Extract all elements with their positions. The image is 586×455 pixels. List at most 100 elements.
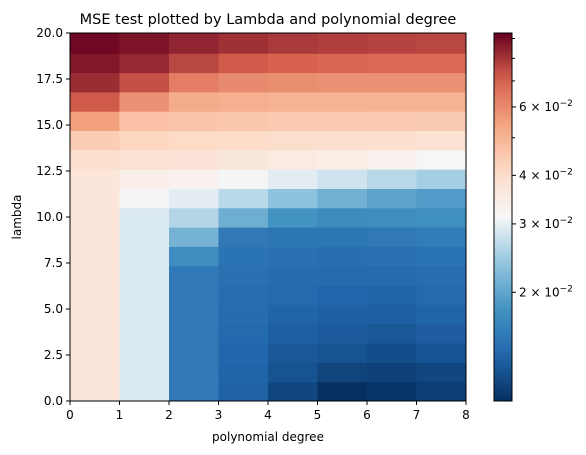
- heatmap-cell: [70, 362, 120, 383]
- heatmap-cell: [218, 227, 269, 247]
- heatmap-cell: [119, 53, 170, 74]
- heatmap-cell: [367, 343, 417, 363]
- heatmap-cell: [218, 53, 269, 74]
- heatmap-cell: [70, 227, 120, 247]
- heatmap-cell: [367, 53, 417, 74]
- heatmap-cell: [367, 227, 417, 247]
- heatmap-cell: [317, 265, 368, 286]
- heatmap-cell: [169, 343, 219, 363]
- colorbar-tick-label: 3 × 10−2: [519, 216, 573, 231]
- heatmap-cell: [416, 246, 467, 267]
- heatmap-cell: [268, 130, 318, 151]
- heatmap-cell: [119, 149, 170, 170]
- heatmap-cell: [218, 33, 269, 54]
- heatmap-cell: [416, 304, 467, 325]
- heatmap-cell: [367, 111, 417, 132]
- y-tick-label: 15.0: [36, 118, 63, 132]
- heatmap-cell: [317, 362, 368, 383]
- heatmap-cell: [119, 285, 170, 305]
- heatmap-cell: [317, 53, 368, 74]
- heatmap-cell: [70, 381, 120, 402]
- heatmap-cell: [268, 33, 318, 54]
- heatmap-cell: [268, 91, 318, 112]
- heatmap-cell: [268, 149, 318, 170]
- y-tick-label: 7.5: [44, 256, 63, 270]
- y-tick-label: 5.0: [44, 302, 63, 316]
- heatmap-cell: [70, 207, 120, 228]
- heatmap-cell: [70, 169, 120, 189]
- x-tick-label: 6: [363, 408, 371, 422]
- heatmap-cell: [169, 246, 219, 267]
- heatmap-cell: [317, 246, 368, 267]
- heatmap-cell: [317, 91, 368, 112]
- heatmap-cell: [416, 169, 467, 189]
- heatmap-cell: [218, 343, 269, 363]
- heatmap-cell: [416, 227, 467, 247]
- heatmap-cell: [119, 381, 170, 402]
- heatmap-cell: [119, 246, 170, 267]
- heatmap-cell: [367, 130, 417, 151]
- colorbar-tick-label: 6 × 10−2: [519, 99, 573, 114]
- x-tick-label: 1: [116, 408, 124, 422]
- heatmap-cell: [367, 265, 417, 286]
- heatmap-cell: [416, 130, 467, 151]
- heatmap-cell: [268, 304, 318, 325]
- heatmap-cell: [416, 323, 467, 344]
- heatmap-cell: [218, 285, 269, 305]
- heatmap-cell: [169, 130, 219, 151]
- heatmap-cell: [119, 227, 170, 247]
- heatmap-cell: [70, 343, 120, 363]
- y-axis-label: lambda: [10, 195, 24, 240]
- heatmap-cell: [119, 33, 170, 54]
- heatmap-cell: [317, 304, 368, 325]
- heatmap-cell: [416, 188, 467, 209]
- heatmap-cell: [169, 323, 219, 344]
- heatmap-cell: [367, 91, 417, 112]
- heatmap-cell: [317, 33, 368, 54]
- heatmap-cell: [119, 265, 170, 286]
- y-tick-label: 10.0: [36, 210, 63, 224]
- heatmap-cell: [416, 149, 467, 170]
- heatmap-cell: [317, 343, 368, 363]
- heatmap-cell: [268, 169, 318, 189]
- x-tick-label: 4: [264, 408, 272, 422]
- heatmap-cell: [268, 53, 318, 74]
- heatmap-cell: [169, 72, 219, 93]
- heatmap-cell: [169, 285, 219, 305]
- x-tick-label: 7: [413, 408, 421, 422]
- heatmap-cell: [416, 285, 467, 305]
- heatmap-cell: [169, 33, 219, 54]
- heatmap-cell: [317, 149, 368, 170]
- heatmap-cell: [169, 169, 219, 189]
- heatmap-cell: [367, 381, 417, 402]
- heatmap-cell: [70, 91, 120, 112]
- x-axis-ticks: 0 1 2 3 4 5 6 7 8: [66, 401, 470, 422]
- heatmap-cell: [268, 72, 318, 93]
- y-tick-label: 20.0: [36, 26, 63, 40]
- colorbar-tick-label: 2 × 10−2: [519, 284, 573, 299]
- y-tick-label: 0.0: [44, 394, 63, 408]
- heatmap-cell: [169, 207, 219, 228]
- heatmap-cell: [169, 227, 219, 247]
- heatmap-cell: [367, 33, 417, 54]
- heatmap-cell: [218, 323, 269, 344]
- heatmap-cell: [317, 111, 368, 132]
- heatmap-cell: [317, 188, 368, 209]
- y-axis-ticks: 0.0 2.5 5.0 7.5 10.0 12.5 15.0 17.5 20.0: [36, 26, 70, 408]
- heatmap-cell: [218, 188, 269, 209]
- heatmap-cell: [169, 188, 219, 209]
- heatmap-cell: [268, 207, 318, 228]
- heatmap-cell: [119, 362, 170, 383]
- heatmap-cell: [367, 285, 417, 305]
- heatmap-cell: [416, 91, 467, 112]
- heatmap-cell: [367, 323, 417, 344]
- heatmap-cell: [169, 111, 219, 132]
- heatmap-cell: [317, 227, 368, 247]
- chart-title: MSE test plotted by Lambda and polynomia…: [80, 12, 457, 28]
- heatmap-cell: [169, 362, 219, 383]
- heatmap-cell: [268, 362, 318, 383]
- heatmap-cell: [218, 149, 269, 170]
- heatmap-cell: [218, 130, 269, 151]
- heatmap-cell: [317, 72, 368, 93]
